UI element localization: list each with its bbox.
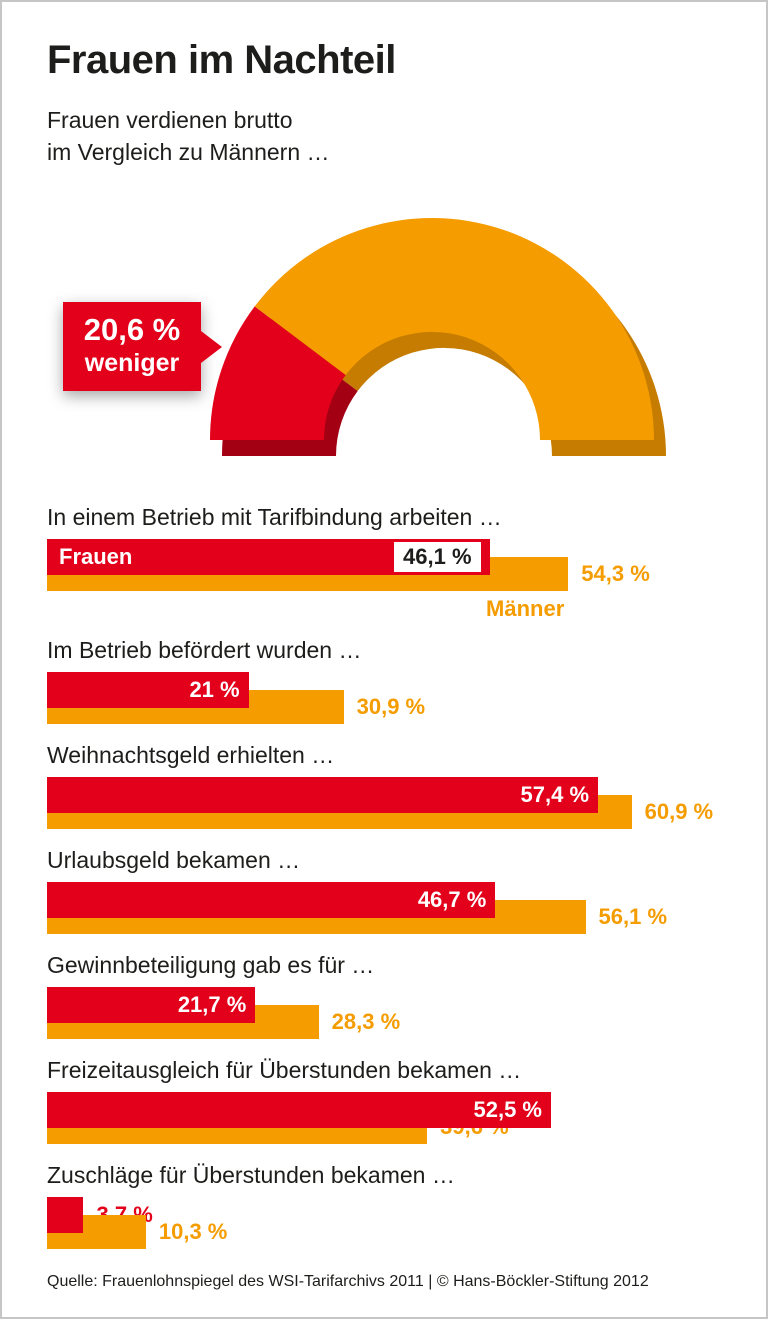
subtitle: Frauen verdienen brutto im Vergleich zu …: [47, 104, 721, 168]
gauge-value: 20,6 %: [83, 312, 181, 347]
series-label-maenner: Männer: [486, 596, 565, 621]
bar-frauen: Frauen 46,1 %: [47, 539, 490, 575]
value-maenner: 54,3 %: [581, 561, 650, 586]
bar-group: Im Betrieb befördert wurden … 21 % 30,9 %: [47, 635, 721, 726]
gauge-arch: 20,6 % weniger: [47, 178, 721, 470]
bar-group: Weihnachtsgeld erhielten … 57,4 % 60,9 %: [47, 740, 721, 831]
value-maenner: 56,1 %: [598, 904, 668, 929]
arch-segment-frauen: [210, 306, 346, 440]
value-maenner: 28,3 %: [331, 1009, 401, 1034]
value-maenner: 60,9 %: [644, 799, 714, 824]
bar-frauen: [47, 1197, 83, 1233]
bar-pair: 52,5 %39,6 %: [47, 1092, 721, 1146]
subtitle-line-2: im Vergleich zu Männern …: [47, 139, 330, 165]
gauge-callout: 20,6 % weniger: [63, 302, 222, 391]
bar-pair: 21 % 30,9 %: [47, 672, 721, 726]
subtitle-line-1: Frauen verdienen brutto: [47, 107, 293, 133]
source-line: Quelle: Frauenlohnspiegel des WSI-Tarifa…: [47, 1273, 649, 1290]
value-maenner: 10,3 %: [158, 1219, 228, 1244]
bar-group-title: Freizeitausgleich für Überstunden bekame…: [47, 1057, 522, 1083]
value-frauen: 46,7 %: [417, 887, 487, 912]
bar-chart: In einem Betrieb mit Tarifbindung arbeit…: [47, 502, 721, 1251]
bar-group-title: Weihnachtsgeld erhielten …: [47, 742, 335, 768]
gauge-label: weniger: [84, 349, 180, 377]
bar-frauen: 46,7 %: [47, 882, 496, 918]
bar-frauen: 57,4 %: [47, 777, 599, 813]
bar-group-title: Urlaubsgeld bekamen …: [47, 847, 301, 873]
bar-pair: Frauen 46,1 % 54,3 % Männer: [47, 539, 721, 621]
bar-pair: 57,4 % 60,9 %: [47, 777, 721, 831]
page-title: Frauen im Nachteil: [47, 38, 396, 82]
bar-pair: 46,7 % 56,1 %: [47, 882, 721, 936]
bar-frauen: 21,7 %: [47, 987, 256, 1023]
value-maenner: 30,9 %: [356, 694, 426, 719]
value-frauen: 21,7 %: [177, 992, 247, 1017]
bar-pair: 3,7 %10,3 %: [47, 1197, 721, 1251]
bar-group-title: In einem Betrieb mit Tarifbindung arbeit…: [47, 504, 502, 530]
bar-group: Zuschläge für Überstunden bekamen … 3,7 %…: [47, 1160, 721, 1251]
bar-frauen: 52,5 %: [47, 1092, 551, 1128]
value-frauen: 21 %: [189, 677, 240, 702]
bar-group-title: Zuschläge für Überstunden bekamen …: [47, 1162, 455, 1188]
value-frauen: 46,1 %: [394, 542, 481, 572]
bar-pair: 21,7 % 28,3 %: [47, 987, 721, 1041]
bar-group-title: Im Betrieb befördert wurden …: [47, 637, 362, 663]
series-label-frauen: Frauen: [59, 544, 133, 569]
bar-group: In einem Betrieb mit Tarifbindung arbeit…: [47, 502, 721, 621]
bar-group: Gewinnbeteiligung gab es für … 21,7 % 28,3…: [47, 950, 721, 1041]
value-frauen: 52,5 %: [473, 1097, 543, 1122]
arch-graphic: [210, 217, 666, 456]
bar-frauen: 21 %: [47, 672, 249, 708]
bar-group: Urlaubsgeld bekamen … 46,7 % 56,1 %: [47, 845, 721, 936]
bar-group: Freizeitausgleich für Überstunden bekame…: [47, 1055, 721, 1146]
arch-segment-maenner: [254, 217, 654, 440]
bar-group-title: Gewinnbeteiligung gab es für …: [47, 952, 375, 978]
value-frauen: 57,4 %: [520, 782, 590, 807]
